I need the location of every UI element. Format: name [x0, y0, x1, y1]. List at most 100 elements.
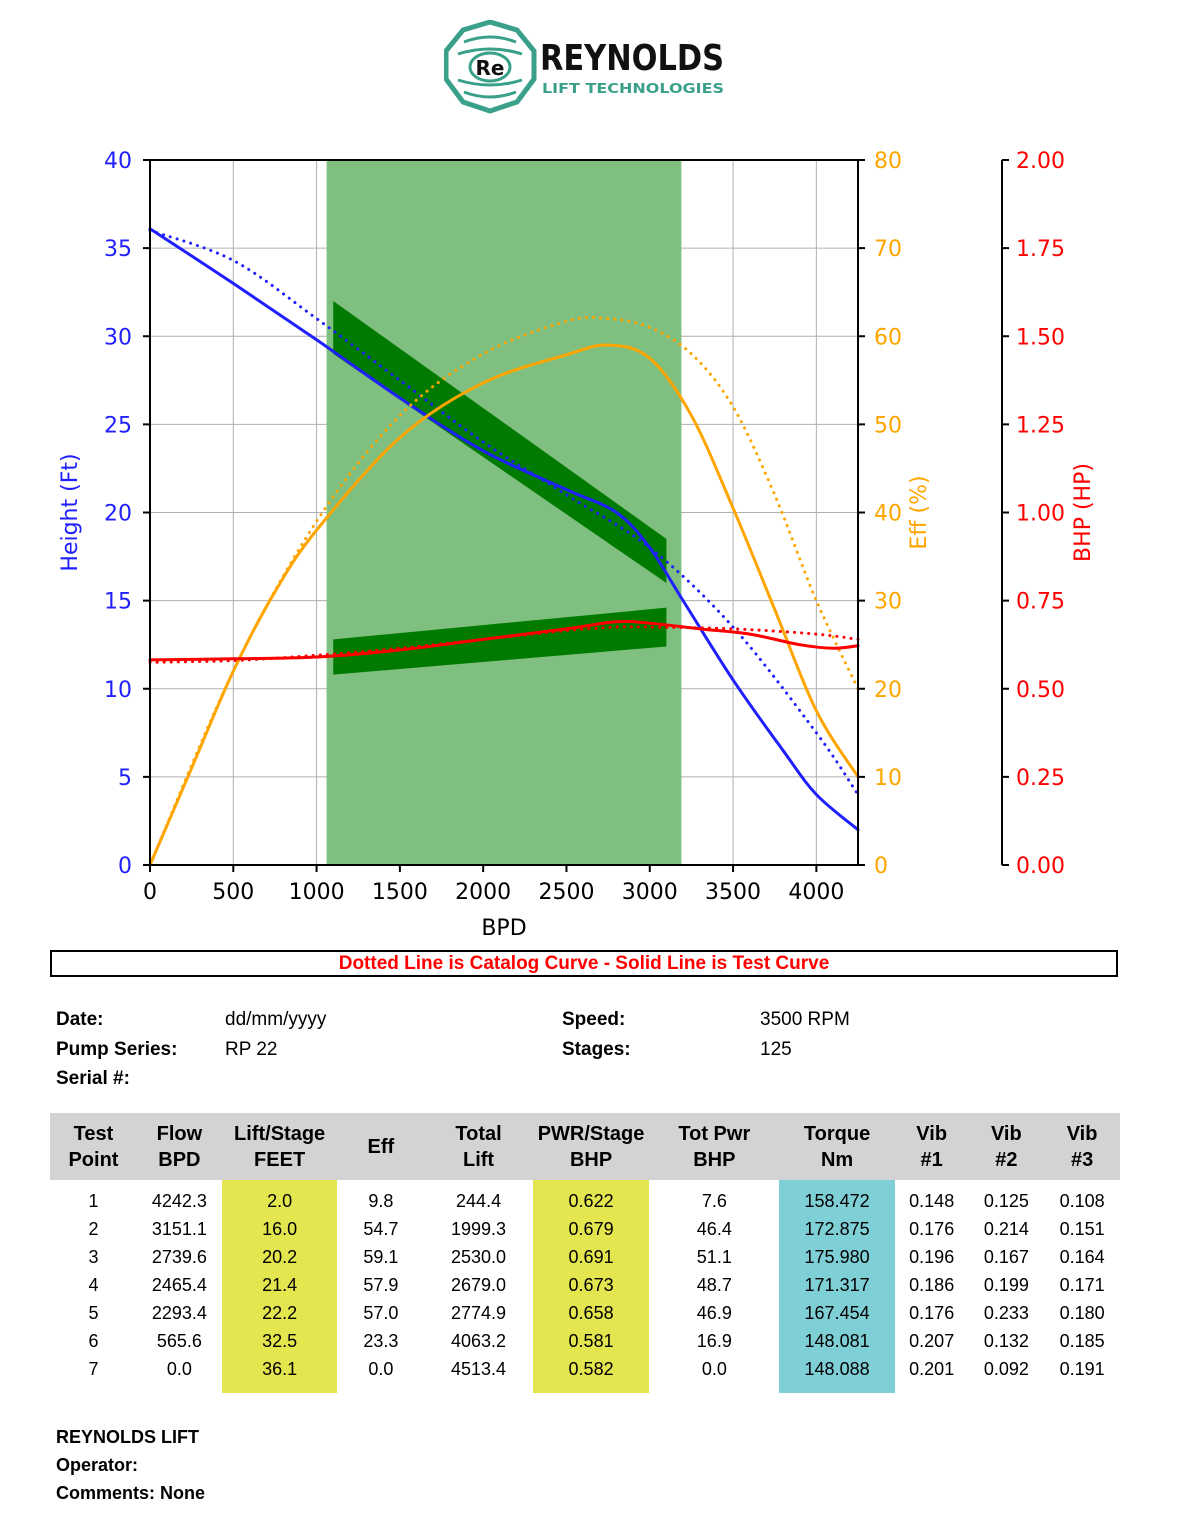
table-cell: 2465.4	[151, 1274, 207, 1295]
series-bhp-test	[148, 619, 860, 662]
x-tick-label: 2000	[455, 880, 511, 905]
header-line-1: PWR/Stage	[537, 1123, 645, 1145]
table-cell: 0.622	[532, 1180, 650, 1215]
table-cell: 0.191	[1059, 1358, 1105, 1379]
table-cell: 46.4	[696, 1218, 732, 1239]
table-cell: 0.180	[1059, 1302, 1105, 1323]
table-cell: 0.582	[532, 1355, 650, 1393]
table-cell: 20.2	[221, 1243, 338, 1271]
table-cell: 4513.4	[451, 1358, 507, 1379]
table-cell: 7.6	[701, 1190, 727, 1211]
header-line-2: BHP	[693, 1149, 736, 1171]
table-cell: 2530.0	[451, 1246, 507, 1267]
y-tick-label: 10	[874, 766, 902, 791]
table-cell: 0.201	[909, 1358, 955, 1379]
y-tick-label: 35	[104, 237, 132, 262]
pump-series-value: RP 22	[225, 1039, 278, 1060]
stages-value: 125	[760, 1039, 792, 1060]
table-cell: 158.472	[779, 1180, 895, 1215]
table-cell: 16.9	[696, 1330, 732, 1351]
head-tolerance-band	[333, 301, 667, 583]
x-axis-label: BPD	[481, 916, 526, 940]
x-tick-label: 0	[143, 880, 157, 905]
header-line-1: Torque	[803, 1123, 871, 1145]
table-cell: 57.9	[363, 1274, 399, 1295]
header-line-1: Flow	[156, 1123, 203, 1145]
series-eff-test	[148, 343, 860, 867]
x-tick-label: 3000	[622, 880, 678, 905]
table-cell: 0.199	[983, 1274, 1029, 1295]
table-cell: 175.980	[779, 1243, 895, 1271]
header-line-1: Vib	[1066, 1123, 1098, 1145]
x-tick-label: 1500	[372, 880, 428, 905]
table-cell: 0.186	[909, 1274, 955, 1295]
table-cell: 0.108	[1059, 1190, 1105, 1211]
table-cell: 0.092	[983, 1358, 1029, 1379]
header-line-1: Total	[455, 1123, 502, 1145]
pump-performance-chart: 0 500 1000 1500 2000 2500 3000 3500 4000BPD05101…	[58, 149, 1096, 940]
table-cell: 0.151	[1059, 1218, 1105, 1239]
header-line-2: #1	[920, 1149, 943, 1171]
table-cell: 4	[88, 1274, 99, 1295]
comments-label: Comments: None	[56, 1483, 206, 1503]
table-header-cell: PWR/Stage BHP	[532, 1113, 650, 1180]
table-cell: 36.1	[221, 1355, 338, 1393]
table-cell: 2.0	[221, 1180, 338, 1215]
table-cell: 2679.0	[451, 1274, 507, 1295]
table-cell: 9.8	[368, 1190, 394, 1211]
table-header-cell: Total Lift	[424, 1113, 533, 1180]
company-logo: Re REYNOLDS LIFT TECHNOLOGIES	[444, 20, 724, 114]
y-tick-label: 1.75	[1016, 237, 1065, 262]
table-cell: 6	[88, 1330, 99, 1351]
table-cell: 0.0	[701, 1358, 727, 1379]
logo-mark-text: Re	[476, 56, 505, 80]
y-tick-label: 0.50	[1016, 678, 1065, 703]
chart-legend-caption: Dotted Line is Catalog Curve - Solid Lin…	[50, 950, 1118, 977]
table-cell: 54.7	[363, 1218, 399, 1239]
header-line-2: BHP	[569, 1149, 613, 1171]
table-cell: 0.658	[532, 1299, 650, 1327]
table-cell: 3	[88, 1246, 99, 1267]
date-value: dd/mm/yyyy	[225, 1009, 327, 1030]
y-tick-label: 50	[874, 413, 902, 438]
table-cell: 4063.2	[451, 1330, 507, 1351]
y-tick-label: 10	[104, 678, 132, 703]
test-results-table: Test Point Flow BPD Lift/Stage FEET Eff Total Li…	[50, 1113, 1120, 1393]
table-cell: 4242.3	[151, 1190, 207, 1211]
y-axis-title: BHP (HP)	[1071, 463, 1096, 562]
table-header-cell: Eff	[337, 1113, 425, 1180]
table-header-cell: Torque Nm	[779, 1113, 895, 1180]
table-header-row: Test Point Flow BPD Lift/Stage FEET Eff Total Li…	[50, 1113, 1120, 1180]
y-axis-title: Eff (%)	[907, 475, 932, 549]
table-cell: 0.176	[909, 1302, 955, 1323]
company-footer: REYNOLDS LIFT	[56, 1427, 199, 1447]
table-cell: 172.875	[779, 1215, 895, 1243]
header-line-1: Vib	[916, 1123, 948, 1145]
table-cell: 148.081	[779, 1327, 895, 1355]
table-cell: 2774.9	[451, 1302, 507, 1323]
table-cell: 22.2	[221, 1299, 338, 1327]
y-tick-label: 20	[874, 678, 902, 703]
table-cell: 2293.4	[151, 1302, 207, 1323]
table-cell: 0.691	[532, 1243, 650, 1271]
header-line-1: Vib	[990, 1123, 1022, 1145]
x-tick-label: 2500	[538, 880, 594, 905]
header-line-2: Nm	[820, 1149, 854, 1171]
x-tick-label: 4000	[788, 880, 844, 905]
table-cell: 167.454	[779, 1299, 895, 1327]
table-cell: 0.0	[166, 1358, 192, 1379]
bhp-tolerance-band	[333, 607, 667, 675]
header-line-2: #3	[1070, 1149, 1094, 1171]
table-row: 1 4242.3 2.0 9.8 244.4 0.622 7.6 158.472 0.148 0.…	[50, 1180, 1120, 1215]
table-cell: 0.171	[1059, 1274, 1105, 1295]
table-cell: 0.214	[983, 1218, 1029, 1239]
header-line-1: Eff	[367, 1136, 395, 1158]
table-header-cell: Lift/Stage FEET	[221, 1113, 338, 1180]
series-height-test	[148, 227, 860, 832]
table-cell: 16.0	[221, 1215, 338, 1243]
table-header-cell: Vib #1	[894, 1113, 969, 1180]
table-cell: 32.5	[221, 1327, 338, 1355]
table-cell: 0.233	[983, 1302, 1029, 1323]
header-line-1: Lift/Stage	[234, 1123, 326, 1145]
table-cell: 565.6	[156, 1330, 202, 1351]
